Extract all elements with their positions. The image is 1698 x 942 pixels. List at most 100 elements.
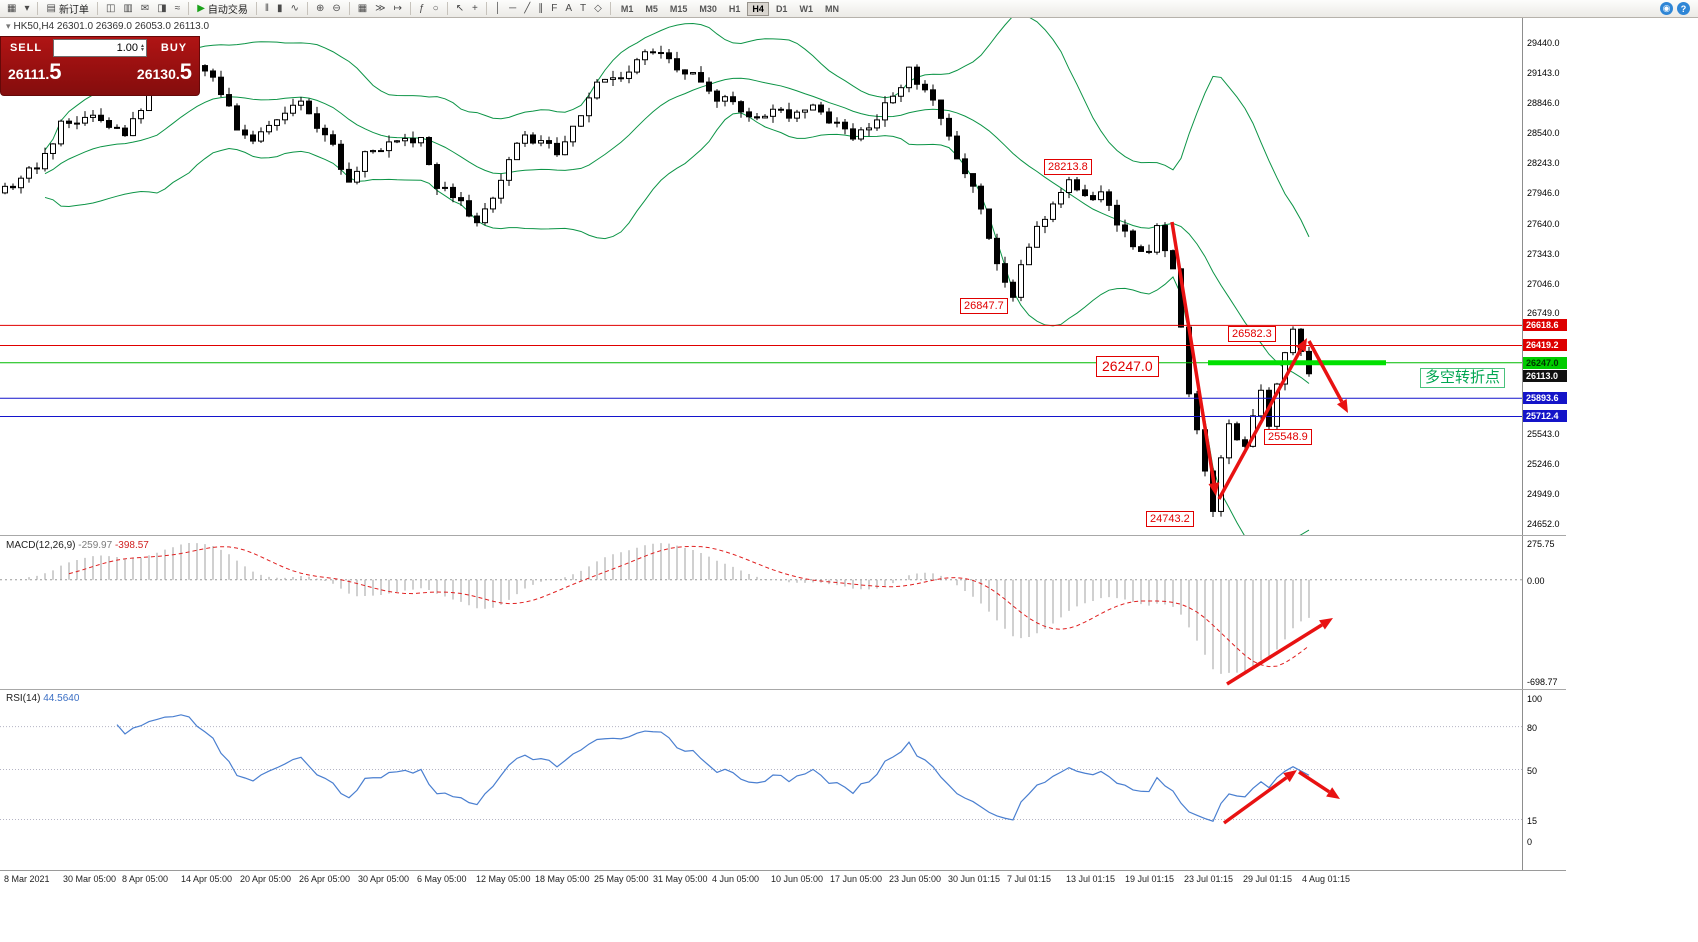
sell-button[interactable]: SELL — [9, 42, 43, 54]
lot-size-input[interactable]: 1.00 ▲ ▼ — [53, 39, 147, 57]
price-tick: 26749.0 — [1527, 308, 1560, 319]
chart-ohlc-header: ▾ HK50,H4 26301.0 26369.0 26053.0 26113.0 — [6, 21, 209, 32]
toolbar-chart-profiles-button[interactable]: ▾ — [20, 0, 33, 18]
trend-arrow[interactable] — [1170, 221, 1220, 496]
rsi-scale-label: 80 — [1527, 722, 1538, 733]
chart-region[interactable]: 28213.8 26847.7 26582.3 26247.0 25548.9 24743… — [0, 18, 1522, 870]
zoom-in-icon: ⊕ — [315, 2, 325, 14]
price-annotation[interactable]: 28213.8 — [1044, 159, 1092, 175]
toolbar-text-label-button[interactable]: T — [576, 0, 590, 18]
toolbar-fibonacci-button[interactable]: F — [547, 0, 561, 18]
trend-arrow[interactable] — [1217, 338, 1307, 500]
main-chart-canvas[interactable] — [0, 18, 1522, 535]
fibonacci-icon: F — [551, 2, 558, 14]
toolbar-market-watch-button[interactable]: ◫ — [102, 0, 119, 18]
toolbar-tf-m15[interactable]: M15 — [669, 3, 688, 14]
trend-arrow[interactable] — [1222, 770, 1297, 825]
toolbar-tf-h4[interactable]: H4 — [747, 1, 769, 16]
time-axis-label: 8 Mar 2021 — [4, 874, 50, 884]
toolbar-shapes-button[interactable]: ◇ — [590, 0, 606, 18]
time-axis-label: 7 Jul 01:15 — [1007, 874, 1052, 884]
new-order-icon: ▤ — [46, 2, 56, 14]
toolbar-strategy-tester-button[interactable]: ≈ — [171, 0, 185, 18]
one-click-trading-panel: SELL 1.00 ▲ ▼ BUY 26111.5 26130.5 — [0, 36, 200, 96]
toolbar-tf-h1[interactable]: H1 — [728, 3, 741, 14]
community-icon[interactable]: ◉ — [1660, 2, 1673, 15]
rsi-panel-canvas[interactable] — [0, 690, 1522, 852]
price-annotation[interactable]: 26582.3 — [1228, 326, 1276, 342]
buy-button[interactable]: BUY — [160, 42, 188, 54]
price-annotation[interactable]: 26247.0 — [1096, 356, 1159, 377]
macd-panel-canvas[interactable] — [0, 537, 1522, 688]
horizontal-level-lines[interactable] — [0, 324, 1522, 417]
toolbar: ▦ ▾ ▤ 新订单 ◫ ▥ ✉ ◨ ≈ ▶ 自动交易 ‖ ▮ ∿ ⊕ ⊖ ▦ ≫ ↦ ƒ ○ ↖ + │ ─ ╱ ∥ F A T ◇ M1 M5… — [0, 0, 1698, 18]
time-axis: 8 Mar 2021 30 Mar 05:00 8 Apr 05:00 14 Apr … — [0, 870, 1566, 889]
time-axis-label: 26 Apr 05:00 — [299, 874, 351, 884]
toolbar-cycles-button[interactable]: ○ — [429, 0, 443, 18]
toolbar-auto-trading-button[interactable]: ▶ 自动交易 — [193, 0, 252, 18]
price-tick: 27946.0 — [1527, 188, 1560, 199]
auto-trading-label: 自动交易 — [207, 5, 248, 16]
trend-arrow[interactable] — [1298, 770, 1340, 799]
price-annotation[interactable]: 25548.9 — [1264, 429, 1312, 445]
macd-scale-label: -698.77 — [1527, 677, 1558, 687]
data-window-icon: ▥ — [123, 2, 133, 14]
toolbar-navigator-button[interactable]: ✉ — [137, 0, 153, 18]
toolbar-bar-chart-mode-button[interactable]: ‖ — [261, 0, 273, 18]
toolbar-new-chart-button[interactable]: ▦ — [3, 0, 20, 18]
toolbar-chart-shift-button[interactable]: ↦ — [390, 0, 406, 18]
toolbar-vertical-line-button[interactable]: │ — [491, 0, 505, 18]
rsi-indicator-label: RSI(14) 44.5640 — [6, 693, 79, 704]
price-axis[interactable]: 29440.0 29143.0 28846.0 28540.0 28243.0 27946… — [1522, 18, 1567, 870]
time-axis-label: 31 May 05:00 — [653, 874, 708, 884]
toolbar-indicators-button[interactable]: ƒ — [415, 0, 429, 18]
price-annotation[interactable]: 24743.2 — [1146, 511, 1194, 527]
main-macd-separator[interactable] — [0, 535, 1566, 536]
candlestick-mode-icon: ▮ — [277, 2, 283, 14]
price-tick: 25543.0 — [1527, 429, 1560, 440]
toolbar-tf-mn[interactable]: MN — [824, 3, 839, 14]
toolbar-separator — [255, 2, 257, 15]
buy-price[interactable]: 26130.5 — [136, 59, 192, 84]
toolbar-equidistant-channel-button[interactable]: ∥ — [534, 0, 547, 18]
trend-arrow[interactable] — [1226, 618, 1333, 686]
toolbar-horizontal-line-button[interactable]: ─ — [505, 0, 520, 18]
toolbar-tf-w1[interactable]: W1 — [799, 3, 813, 14]
sell-price[interactable]: 26111.5 — [8, 59, 62, 84]
toolbar-cursor-button[interactable]: ↖ — [452, 0, 468, 18]
lot-spinner[interactable]: ▲ ▼ — [140, 43, 145, 53]
price-tick: 24949.0 — [1527, 489, 1560, 500]
toolbar-trendline-button[interactable]: ╱ — [520, 0, 534, 18]
rsi-value: 44.5640 — [43, 693, 80, 704]
price-tick: 29440.0 — [1527, 38, 1560, 48]
pivot-note-text[interactable]: 多空转折点 — [1420, 368, 1506, 388]
time-axis-label: 8 Apr 05:00 — [122, 874, 169, 884]
toolbar-separator — [96, 2, 98, 15]
toolbar-candlestick-mode-button[interactable]: ▮ — [273, 0, 287, 18]
help-icon[interactable]: ? — [1677, 2, 1690, 15]
new-order-label: 新订单 — [58, 5, 89, 16]
zoom-out-icon: ⊖ — [332, 2, 341, 14]
macd-rsi-separator[interactable] — [0, 689, 1566, 690]
toolbar-tf-d1[interactable]: D1 — [775, 3, 788, 14]
toolbar-tf-m30[interactable]: M30 — [699, 3, 717, 14]
toolbar-zoom-out-button[interactable]: ⊖ — [328, 0, 344, 18]
toolbar-crosshair-button[interactable]: + — [468, 0, 482, 18]
toolbar-data-window-button[interactable]: ▥ — [119, 0, 136, 18]
toolbar-tile-windows-button[interactable]: ▦ — [354, 0, 371, 18]
toolbar-terminal-button[interactable]: ◨ — [153, 0, 170, 18]
toolbar-line-chart-mode-button[interactable]: ∿ — [287, 0, 303, 18]
toolbar-new-order-button[interactable]: ▤ 新订单 — [42, 0, 92, 18]
price-badge: 26419.2 — [1523, 339, 1567, 352]
price-annotation[interactable]: 26847.7 — [960, 298, 1008, 314]
toolbar-zoom-in-button[interactable]: ⊕ — [312, 0, 328, 18]
toolbar-tf-m1[interactable]: M1 — [620, 3, 634, 14]
toolbar-auto-scroll-button[interactable]: ≫ — [371, 0, 389, 18]
toolbar-tf-m5[interactable]: M5 — [645, 3, 658, 14]
rsi-name: RSI(14) — [6, 693, 41, 704]
toolbar-text-button[interactable]: A — [561, 0, 576, 18]
trend-arrow[interactable] — [1307, 340, 1348, 413]
lot-size-value[interactable]: 1.00 — [116, 42, 139, 54]
toolbar-separator — [485, 2, 487, 15]
time-axis-label: 23 Jul 01:15 — [1184, 874, 1234, 884]
